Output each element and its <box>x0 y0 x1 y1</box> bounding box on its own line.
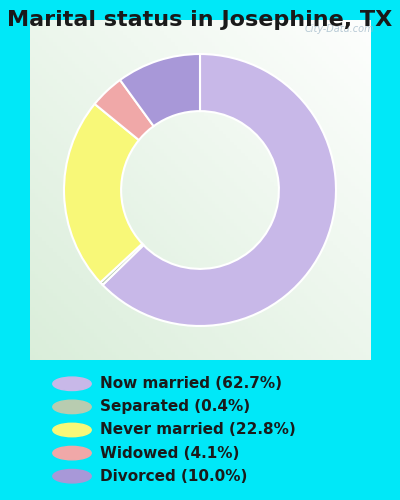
Text: Separated (0.4%): Separated (0.4%) <box>100 400 250 414</box>
Wedge shape <box>64 104 142 282</box>
Text: Widowed (4.1%): Widowed (4.1%) <box>100 446 239 460</box>
Text: Marital status in Josephine, TX: Marital status in Josephine, TX <box>7 10 393 30</box>
Wedge shape <box>120 54 200 126</box>
Circle shape <box>53 400 91 413</box>
Circle shape <box>53 470 91 483</box>
Circle shape <box>53 446 91 460</box>
Circle shape <box>53 424 91 436</box>
Circle shape <box>53 377 91 390</box>
Text: Never married (22.8%): Never married (22.8%) <box>100 422 296 438</box>
Wedge shape <box>95 80 154 140</box>
Text: Now married (62.7%): Now married (62.7%) <box>100 376 282 392</box>
Wedge shape <box>103 54 336 326</box>
Text: Divorced (10.0%): Divorced (10.0%) <box>100 468 247 483</box>
Text: City-Data.com: City-Data.com <box>304 24 374 34</box>
Wedge shape <box>100 244 144 285</box>
